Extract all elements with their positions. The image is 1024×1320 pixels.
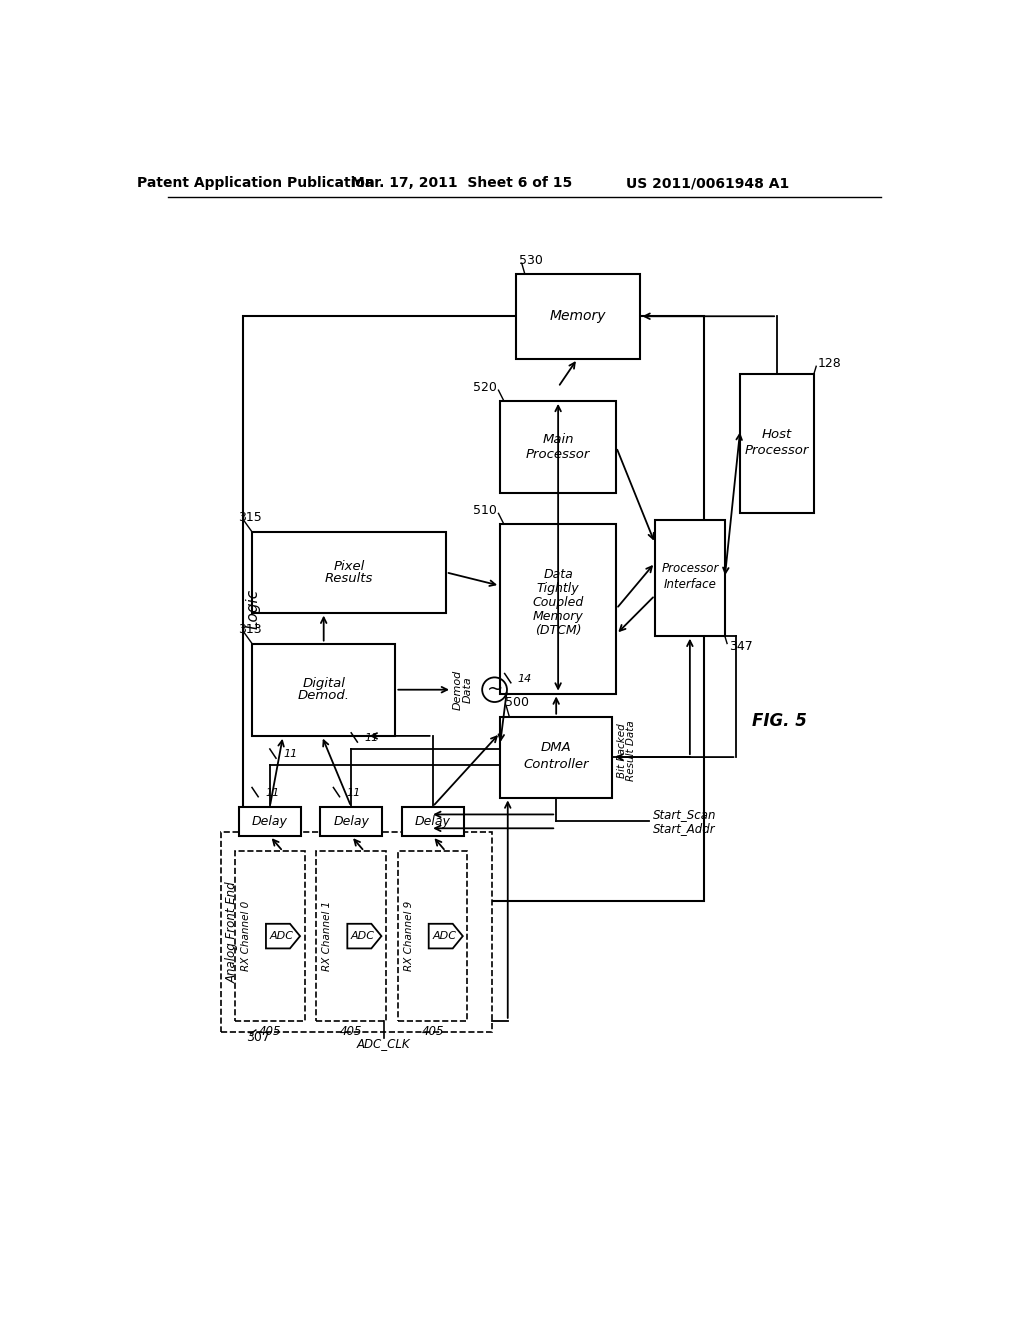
Polygon shape	[429, 924, 463, 949]
Text: ADC: ADC	[351, 931, 375, 941]
Bar	[500, 401, 616, 494]
Text: 14: 14	[518, 675, 532, 684]
Text: Pixel: Pixel	[333, 560, 365, 573]
Bar	[500, 717, 612, 797]
Text: Result Data: Result Data	[626, 721, 636, 781]
Text: Bit Packed: Bit Packed	[616, 723, 627, 779]
Text: ADC_CLK: ADC_CLK	[357, 1038, 411, 1051]
Bar	[243, 317, 703, 902]
Bar	[252, 644, 395, 737]
Bar	[397, 851, 467, 1020]
Text: 11: 11	[283, 750, 297, 759]
Text: 530: 530	[519, 253, 544, 267]
Bar	[234, 851, 305, 1020]
Text: Main: Main	[543, 433, 573, 446]
Text: 405: 405	[340, 1026, 362, 1038]
Bar	[740, 374, 814, 512]
Text: Coupled: Coupled	[532, 597, 584, 610]
Text: Memory: Memory	[549, 309, 606, 323]
Text: Patent Application Publication: Patent Application Publication	[137, 176, 375, 190]
Text: Processor: Processor	[526, 449, 590, 462]
Text: 510: 510	[473, 504, 497, 517]
Text: RX Channel 9: RX Channel 9	[403, 902, 414, 972]
Text: Processor: Processor	[662, 562, 719, 576]
Text: Logic: Logic	[246, 589, 261, 628]
Text: 405: 405	[421, 1026, 443, 1038]
Text: RX Channel 0: RX Channel 0	[241, 902, 251, 972]
Text: (DTCM): (DTCM)	[535, 624, 582, 638]
Polygon shape	[347, 924, 381, 949]
Text: Delay: Delay	[333, 814, 369, 828]
Text: Tightly: Tightly	[537, 582, 580, 595]
Text: 405: 405	[259, 1026, 281, 1038]
Text: Interface: Interface	[664, 578, 717, 591]
Text: 11: 11	[346, 788, 360, 797]
Text: ~: ~	[486, 680, 503, 700]
Text: Data: Data	[463, 676, 472, 704]
Text: Start_Addr: Start_Addr	[653, 822, 716, 834]
Text: Demod.: Demod.	[298, 689, 349, 702]
Text: 347: 347	[729, 640, 753, 653]
Text: Controller: Controller	[523, 758, 589, 771]
Text: Memory: Memory	[532, 610, 584, 623]
Text: 520: 520	[473, 380, 497, 393]
Text: 313: 313	[238, 623, 262, 636]
Bar	[221, 832, 493, 1032]
Text: 128: 128	[818, 356, 842, 370]
Text: Start_Scan: Start_Scan	[653, 808, 717, 821]
Text: 500: 500	[505, 696, 528, 709]
Text: 11: 11	[265, 788, 280, 797]
Bar	[316, 851, 386, 1020]
Bar	[655, 520, 725, 636]
Text: Host: Host	[762, 428, 793, 441]
Text: 307: 307	[246, 1031, 269, 1044]
Text: Analog Front End: Analog Front End	[225, 882, 239, 983]
Text: Demod: Demod	[454, 669, 463, 710]
Text: Delay: Delay	[252, 814, 288, 828]
Bar	[321, 807, 382, 836]
Text: FIG. 5: FIG. 5	[752, 711, 807, 730]
Bar	[401, 807, 464, 836]
Text: ADC: ADC	[432, 931, 457, 941]
Text: Digital: Digital	[302, 677, 345, 690]
Bar	[500, 524, 616, 693]
Text: 11: 11	[365, 733, 379, 743]
Text: US 2011/0061948 A1: US 2011/0061948 A1	[626, 176, 790, 190]
Text: Mar. 17, 2011  Sheet 6 of 15: Mar. 17, 2011 Sheet 6 of 15	[350, 176, 571, 190]
Text: DMA: DMA	[541, 742, 571, 754]
Text: Results: Results	[325, 572, 373, 585]
Text: Data: Data	[544, 569, 573, 582]
Bar	[239, 807, 301, 836]
Text: Processor: Processor	[744, 445, 809, 458]
Text: Delay: Delay	[415, 814, 451, 828]
Text: 315: 315	[238, 511, 262, 524]
Bar	[515, 275, 640, 359]
Bar	[252, 532, 445, 612]
Text: ADC: ADC	[269, 931, 294, 941]
Text: RX Channel 1: RX Channel 1	[323, 902, 332, 972]
Polygon shape	[266, 924, 300, 949]
